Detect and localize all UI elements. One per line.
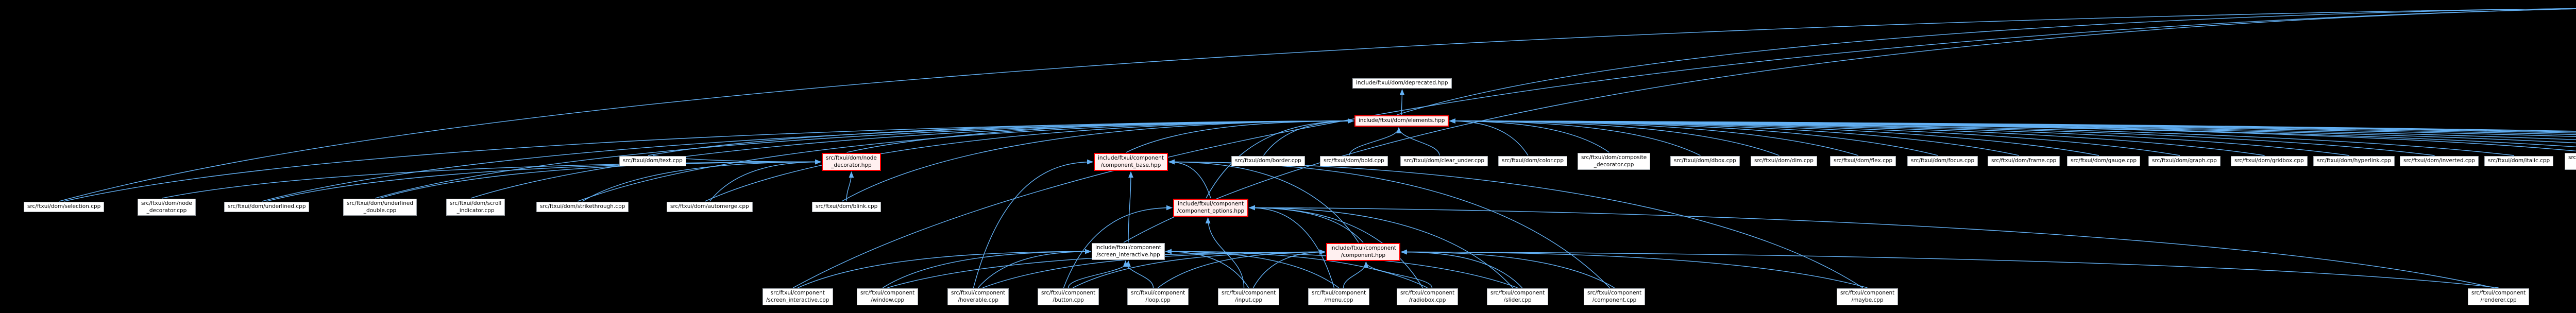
include-edge — [1168, 159, 1611, 288]
include-edge — [709, 159, 822, 202]
graph-node-menu-cpp[interactable]: src/ftxui/component /menu.cpp — [1308, 288, 1370, 306]
include-edge — [1165, 249, 1249, 288]
graph-node-component-base-hpp[interactable]: include/ftxui/component /component_base.… — [1094, 153, 1168, 171]
graph-node-component-options-hpp[interactable]: include/ftxui/component /component_optio… — [1173, 199, 1249, 217]
graph-node-bold-cpp[interactable]: src/ftxui/dom/bold.cpp — [1320, 156, 1388, 166]
graph-node-automerge-cpp[interactable]: src/ftxui/dom/automerge.cpp — [667, 202, 753, 212]
graph-node-frame-cpp[interactable]: src/ftxui/dom/frame.cpp — [1988, 156, 2060, 166]
include-edge — [1168, 159, 1211, 199]
include-edge — [1397, 8, 2576, 115]
graph-node-linear-gradient-cpp[interactable]: src/ftxui/dom/linear _gradient.cpp — [2565, 153, 2576, 170]
include-edge — [841, 118, 1354, 202]
include-edge — [1248, 205, 1335, 288]
include-edge — [1449, 118, 1859, 156]
graph-node-text-cpp[interactable]: src/ftxui/dom/text.cpp — [619, 156, 686, 166]
graph-node-input-cpp[interactable]: src/ftxui/component /input.cpp — [1218, 288, 1280, 306]
include-edge — [582, 159, 822, 202]
graph-node-window-cpp[interactable]: src/ftxui/component /window.cpp — [857, 288, 919, 306]
include-edge — [793, 8, 2576, 288]
include-edge — [1252, 249, 1326, 288]
graph-node-deprecated-hpp[interactable]: include/ftxui/dom/deprecated.hpp — [1352, 78, 1452, 89]
graph-node-border-cpp[interactable]: src/ftxui/dom/border.cpp — [1231, 156, 1305, 166]
include-edge — [1396, 127, 1440, 156]
graph-node-component-cpp[interactable]: src/ftxui/component /component.cpp — [1584, 288, 1646, 306]
include-edge — [1400, 249, 1868, 288]
graph-node-node-decorator-hpp[interactable]: src/ftxui/dom/node _decorator.hpp — [822, 153, 881, 171]
include-edge — [59, 8, 2576, 202]
graph-node-component-hpp[interactable]: include/ftxui/component /component.hpp — [1326, 243, 1400, 262]
graph-node-hyperlink-cpp[interactable]: src/ftxui/dom/hyperlink.cpp — [2313, 156, 2395, 166]
graph-node-dim-cpp[interactable]: src/ftxui/dom/dim.cpp — [1751, 156, 1817, 166]
graph-node-renderer-cpp[interactable]: src/ftxui/component /renderer.cpp — [2468, 288, 2530, 306]
include-edge — [977, 249, 1092, 288]
graph-node-maybe-cpp[interactable]: src/ftxui/component /maybe.cpp — [1837, 288, 1899, 306]
graph-node-screen-interactive-cpp[interactable]: src/ftxui/component /screen_interactive.… — [762, 288, 833, 306]
edge-group — [59, 8, 2576, 288]
graph-node-gauge-cpp[interactable]: src/ftxui/dom/gauge.cpp — [2067, 156, 2140, 166]
graph-node-blink-cpp[interactable]: src/ftxui/dom/blink.cpp — [812, 202, 882, 212]
include-edge — [798, 249, 1092, 288]
graph-node-button-cpp[interactable]: src/ftxui/component /button.cpp — [1038, 288, 1099, 306]
include-edge — [883, 249, 1092, 288]
graph-node-composite-decorator-cpp[interactable]: src/ftxui/dom/composite _decorator.cpp — [1578, 153, 1651, 170]
graph-node-strikethrough-cpp[interactable]: src/ftxui/dom/strikethrough.cpp — [536, 202, 629, 212]
graph-node-scroll-indicator-cpp[interactable]: src/ftxui/dom/scroll _indicator.cpp — [446, 199, 505, 216]
graph-node-slider-cpp[interactable]: src/ftxui/component /slider.cpp — [1487, 288, 1549, 306]
include-edge — [1449, 118, 1609, 153]
include-edge — [1123, 260, 1154, 288]
graph-node-radiobox-cpp[interactable]: src/ftxui/component /radiobox.cpp — [1397, 288, 1459, 306]
include-edge — [1067, 260, 1131, 288]
graph-node-flex-cpp[interactable]: src/ftxui/dom/flex.cpp — [1830, 156, 1896, 166]
graph-node-graph-cpp[interactable]: src/ftxui/dom/graph.cpp — [2148, 156, 2221, 166]
graph-node-clear-under-cpp[interactable]: src/ftxui/dom/clear_under.cpp — [1400, 156, 1488, 166]
include-edge — [1449, 118, 2576, 132]
graph-node-elements-hpp[interactable]: include/ftxui/dom/elements.hpp — [1354, 115, 1449, 127]
graph-node-underlined-double-cpp[interactable]: src/ftxui/dom/underlined _double.cpp — [343, 199, 417, 216]
graph-node-color-cpp[interactable]: src/ftxui/dom/color.cpp — [1498, 156, 1568, 166]
include-edge — [1248, 205, 1514, 288]
include-edge — [1449, 118, 1938, 156]
include-edge — [1363, 261, 1433, 288]
include-edge — [266, 159, 822, 202]
include-edge — [1248, 205, 2494, 288]
include-edge — [1400, 249, 2499, 288]
graph-node-screen-interactive-hpp[interactable]: include/ftxui/component /screen_interact… — [1092, 243, 1165, 260]
graph-node-loop-cpp[interactable]: src/ftxui/component /loop.cpp — [1127, 288, 1189, 306]
include-edge — [470, 118, 1354, 199]
include-edge — [1263, 118, 1354, 156]
graph-node-gridbox-cpp[interactable]: src/ftxui/dom/gridbox.cpp — [2231, 156, 2308, 166]
graph-node-italic-cpp[interactable]: src/ftxui/dom/italic.cpp — [2484, 156, 2554, 166]
include-edge — [1248, 205, 1364, 243]
graph-node-dbox-cpp[interactable]: src/ftxui/dom/dbox.cpp — [1670, 156, 1740, 166]
include-edge — [1449, 118, 1529, 156]
include-edge — [162, 159, 822, 199]
graph-node-focus-cpp[interactable]: src/ftxui/dom/focus.cpp — [1907, 156, 1978, 166]
include-edge — [1158, 249, 1326, 288]
graph-node-inverted-cpp[interactable]: src/ftxui/dom/inverted.cpp — [2400, 156, 2479, 166]
include-edge — [1168, 159, 1863, 288]
graph-node-selection-cpp[interactable]: src/ftxui/dom/selection.cpp — [24, 202, 105, 212]
include-edge — [973, 159, 1094, 288]
include-edge — [1168, 159, 1359, 243]
graph-node-hoverable-cpp[interactable]: src/ftxui/component /hoverable.cpp — [947, 288, 1009, 306]
include-edge — [1449, 118, 1701, 156]
include-edge — [1063, 205, 1173, 288]
include-edge — [1343, 261, 1369, 288]
include-edge — [1128, 171, 1133, 243]
graph-node-underlined-cpp[interactable]: src/ftxui/dom/underlined.cpp — [224, 202, 310, 212]
include-edge — [648, 118, 1354, 156]
include-edge — [1449, 118, 1780, 156]
include-edge — [380, 159, 822, 199]
include-edge — [846, 171, 854, 202]
include-edge — [1073, 249, 1326, 288]
graph-node-node-decorator-cpp[interactable]: src/ftxui/dom/node _decorator.cpp — [138, 199, 196, 216]
include-edge — [1349, 127, 1401, 156]
